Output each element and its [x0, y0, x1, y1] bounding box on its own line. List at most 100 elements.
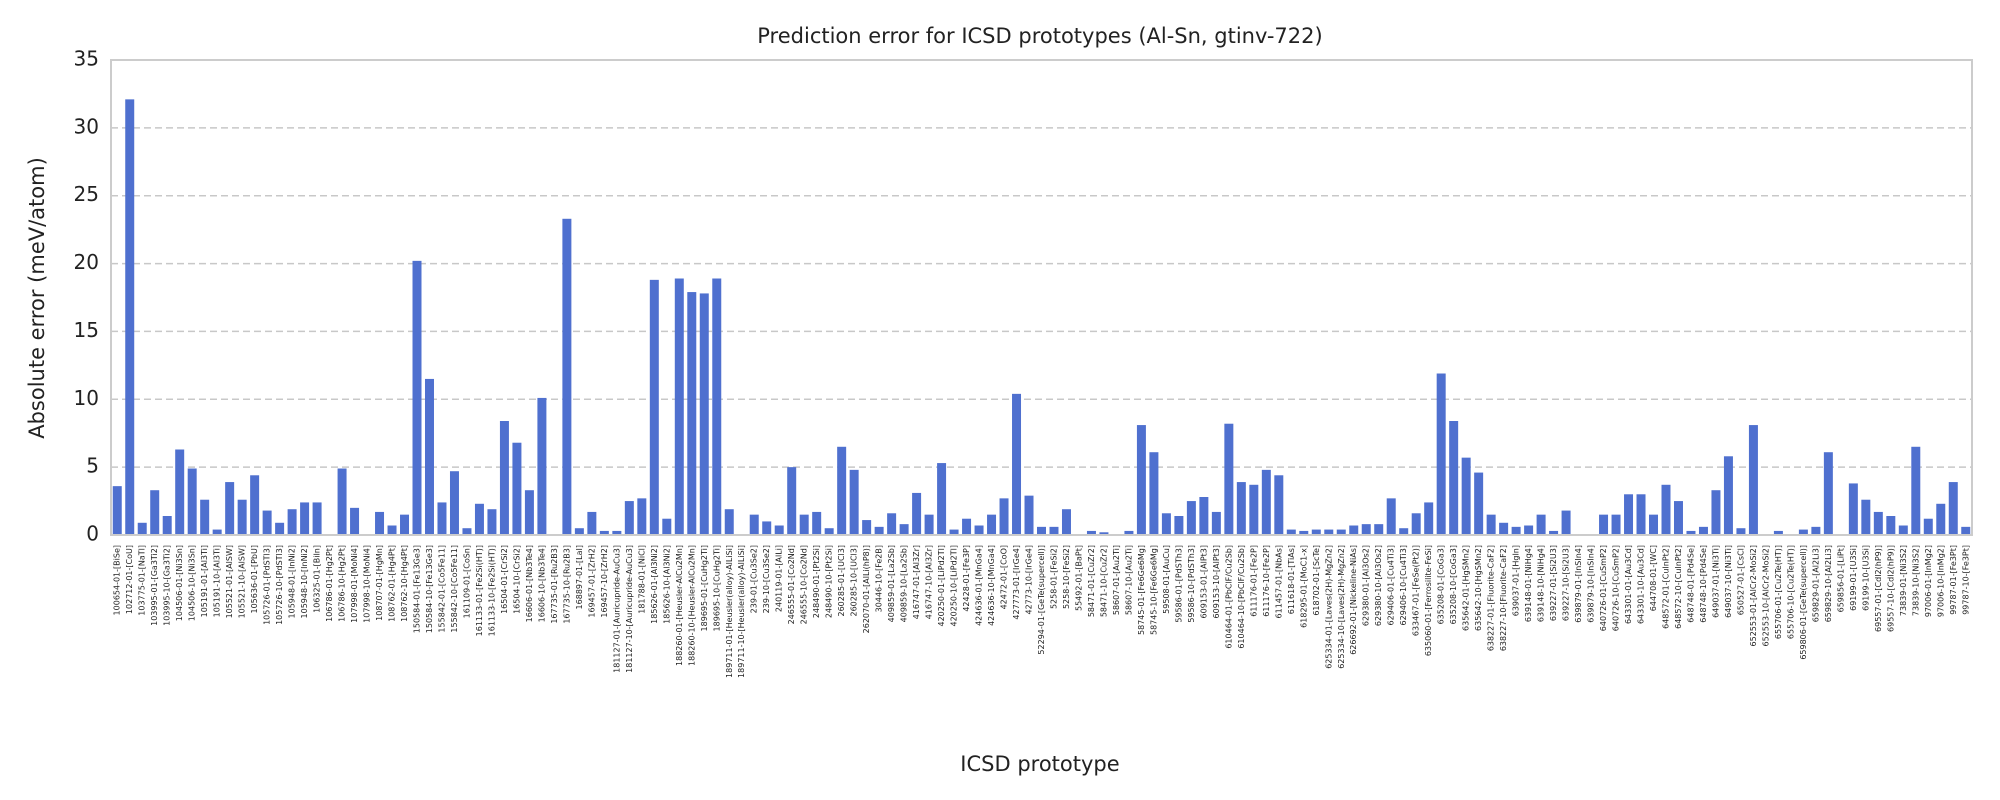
x-tick-label: 181788-01-[NiCl]: [637, 545, 646, 614]
bar: [1748, 425, 1758, 535]
bar: [1798, 529, 1808, 535]
x-tick-label: 609153-10-[AlPt3]: [1212, 545, 1221, 618]
bar: [449, 471, 459, 535]
x-tick-label: 639879-10-[InSIn4]: [1587, 545, 1596, 623]
x-tick-label: 99787-01-[Fe3Pt]: [1949, 545, 1958, 615]
x-tick-label: 59508-01-[AuCu]: [1162, 545, 1171, 614]
bar: [837, 446, 847, 535]
x-tick-label: 103995-01-[Ga3Ti2]: [150, 545, 159, 626]
bar: [1124, 530, 1134, 535]
bar: [1773, 530, 1783, 535]
y-axis-label: Absolute error (meV/atom): [25, 157, 49, 439]
bar: [387, 525, 397, 535]
x-tick-label: 618295-01-[MoC1-x]: [1299, 545, 1308, 628]
x-tick-label: 103995-10-[Ga3Ti2]: [163, 545, 172, 626]
x-tick-label: 69199-10-[U3Si]: [1861, 545, 1870, 611]
bar: [1211, 511, 1221, 535]
bar: [1961, 526, 1971, 535]
bar: [1049, 526, 1059, 535]
bar: [212, 529, 222, 535]
x-tick-label: 59586-01-[PdSTh3]: [1174, 545, 1183, 623]
x-tick-label: 248490-01-[Pt2Si]: [812, 545, 821, 618]
bar: [799, 514, 809, 535]
bar: [1161, 513, 1171, 535]
bar: [787, 467, 797, 535]
bar: [187, 468, 197, 535]
bar: [112, 486, 122, 535]
bar: [1099, 532, 1109, 535]
x-tick-label: 73839-01-[Ni3S2]: [1899, 545, 1908, 616]
x-tick-label: 104506-10-[Ni3Sn]: [188, 545, 197, 621]
bar: [899, 524, 909, 535]
x-tick-label: 246555-10-[Co2Nd]: [800, 545, 809, 624]
bar: [1361, 524, 1371, 535]
bar: [250, 475, 260, 535]
x-tick-label: 629380-01-[Al3Os2]: [1362, 545, 1371, 626]
x-tick-label: 167735-10-[Ru2B3]: [562, 545, 571, 624]
x-tick-label: 102712-01-[CoU]: [125, 545, 134, 614]
bar: [1486, 514, 1496, 535]
x-tick-label: 188260-10-[Heusler-AlCu2Mn]: [687, 545, 696, 666]
x-tick-label: 659856-01-[LiPt]: [1836, 545, 1845, 612]
x-tick-label: 108762-10-[Hg4Pt]: [400, 545, 409, 622]
x-tick-label: 16606-01-[Nb3Te4]: [525, 545, 534, 622]
x-tick-label: 181127-01-[Auricupride-AuCu3]: [612, 545, 621, 673]
x-tick-label: 69557-01-[CdI2(hP9)]: [1874, 545, 1883, 632]
bar: [312, 502, 322, 535]
x-tick-label: 610464-01-[PbClF/Cu2Sb]: [1224, 545, 1233, 649]
bar: [1461, 457, 1471, 535]
bar: [1311, 529, 1321, 535]
x-tick-label: 635060-01-[Ferrosilite-FeSi]: [1424, 545, 1433, 656]
x-tick-label: 246555-01-[Co2Nd]: [787, 545, 796, 624]
bar: [1024, 495, 1034, 535]
x-tick-label: 618702-01-[ScTe]: [1312, 545, 1321, 616]
bar: [862, 520, 872, 535]
bar: [474, 503, 484, 535]
bar: [424, 378, 434, 535]
bar: [1149, 452, 1159, 535]
x-tick-label: 106786-10-[Hg2Pt]: [338, 545, 347, 622]
x-tick-label: 16504-01-[CrSi2]: [500, 545, 509, 614]
x-tick-label: 188260-01-[Heusler-AlCu2Mn]: [675, 545, 684, 666]
x-tick-label: 262070-01-[AlLi(hP8)]: [862, 545, 871, 633]
x-tick-label: 161109-01-[CoSn]: [462, 545, 471, 618]
bar: [537, 397, 547, 535]
x-tick-label: 409859-01-[La2Sb]: [887, 545, 896, 622]
bar: [1399, 528, 1409, 535]
x-tick-label: 648572-10-[CuInPt2]: [1674, 545, 1683, 629]
bar: [1499, 522, 1509, 535]
bar: [1811, 526, 1821, 535]
y-tick-label: 35: [74, 47, 99, 71]
bar: [1911, 446, 1921, 535]
x-tick-label: 189695-10-[CuHg2Ti]: [712, 545, 721, 631]
bar: [524, 490, 534, 535]
x-tick-label: 420250-01-[LiPd2Tl]: [937, 545, 946, 627]
bar: [949, 529, 959, 535]
bar: [1324, 529, 1334, 535]
bar: [712, 278, 722, 535]
x-tick-label: 55492-01-[BaPt]: [1074, 545, 1083, 611]
bar: [1061, 509, 1071, 535]
bar: [1661, 484, 1671, 535]
x-tick-label: 650527-01-[CsCl]: [1736, 545, 1745, 615]
x-tick-label: 652553-10-[AlCr2-MoSi2]: [1761, 545, 1770, 646]
bar: [924, 514, 934, 535]
bar: [887, 513, 897, 535]
bar: [200, 499, 210, 535]
x-tick-label: 30446-10-[Fe2B]: [875, 545, 884, 612]
x-tick-label: 626692-01-[Nickeline-NiAs]: [1349, 545, 1358, 655]
x-tick-label: 248490-10-[Pt2Si]: [825, 545, 834, 618]
bar: [1449, 421, 1459, 535]
x-tick-label: 629406-01-[Cu4Ti3]: [1387, 545, 1396, 625]
bar: [1886, 516, 1896, 535]
bar: [287, 509, 297, 535]
bar: [1549, 530, 1559, 535]
bar: [987, 514, 997, 535]
x-tick-label: 409859-10-[La2Sb]: [900, 545, 909, 622]
x-tick-label: 52294-01-[GeTe(supercell)]: [1037, 545, 1046, 655]
x-tick-label: 655706-01-[Cu2Te(HT)]: [1774, 545, 1783, 639]
bar: [175, 449, 185, 535]
bar: [1611, 514, 1621, 535]
bar: [587, 511, 597, 535]
bar: [874, 526, 884, 535]
